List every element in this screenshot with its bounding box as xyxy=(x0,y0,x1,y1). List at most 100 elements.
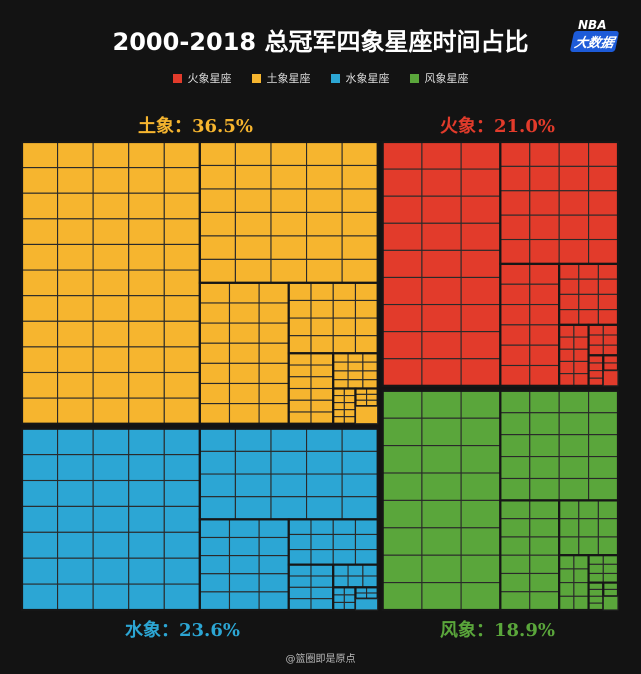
treemap-cell xyxy=(92,295,130,322)
treemap-cell xyxy=(354,317,379,337)
treemap-cell xyxy=(341,235,379,260)
treemap-cell xyxy=(347,361,364,372)
treemap-cell xyxy=(362,352,379,363)
treemap-cell xyxy=(529,324,560,346)
treemap-cell xyxy=(128,141,165,169)
treemap-cell xyxy=(382,499,423,529)
treemap-cell xyxy=(92,397,130,425)
treemap-cell xyxy=(354,335,379,354)
treemap-cell xyxy=(270,450,308,475)
treemap-cell xyxy=(529,456,560,480)
treemap-cell xyxy=(588,595,604,604)
treemap-cell xyxy=(21,505,59,533)
treemap-cell xyxy=(578,309,599,326)
treemap-cell xyxy=(228,518,260,539)
treemap-cell xyxy=(588,588,604,597)
treemap-cell xyxy=(343,594,357,603)
treemap-cell xyxy=(270,473,308,498)
treemap-cell xyxy=(347,575,364,588)
treemap-cell xyxy=(21,557,59,585)
treemap-cell xyxy=(588,238,619,265)
treemap-cell xyxy=(421,499,462,529)
treemap-cell xyxy=(332,564,349,577)
treemap-cell xyxy=(92,269,130,297)
treemap-cell xyxy=(529,263,560,285)
treemap-cell xyxy=(21,583,59,611)
treemap-cell xyxy=(421,417,462,447)
treemap-cell xyxy=(341,141,379,167)
treemap-cell xyxy=(57,269,94,297)
treemap-cell xyxy=(288,335,312,354)
treemap-cell xyxy=(460,554,501,584)
treemap-cell xyxy=(588,165,619,192)
treemap-cell xyxy=(288,586,312,600)
treemap-cell xyxy=(382,445,423,474)
treemap-cell xyxy=(421,527,462,556)
treemap-cell xyxy=(128,192,165,220)
treemap-cell xyxy=(341,496,379,520)
treemap-cell xyxy=(597,263,619,280)
treemap-cell xyxy=(529,283,560,306)
treemap-cell xyxy=(343,402,357,411)
treemap-cell xyxy=(288,282,312,302)
treemap-cell xyxy=(529,499,560,520)
treemap-cell xyxy=(92,428,130,456)
treemap-cell xyxy=(258,403,290,425)
treemap-cell xyxy=(354,533,379,551)
treemap-cell xyxy=(354,282,379,302)
treemap-cell xyxy=(573,336,590,350)
treemap-cell xyxy=(558,238,590,265)
treemap-cell xyxy=(578,518,599,538)
treemap-cell xyxy=(341,473,379,498)
treemap-cell xyxy=(310,376,334,390)
treemap-cell xyxy=(21,295,59,322)
treemap-cell xyxy=(460,390,501,419)
treemap-cell xyxy=(597,536,619,556)
treemap-cell xyxy=(499,434,531,458)
treemap-cell xyxy=(499,456,531,480)
treemap-cell xyxy=(382,390,423,419)
treemap-cell xyxy=(529,477,560,501)
treemap-cell xyxy=(499,536,531,556)
treemap-cell xyxy=(558,141,590,167)
treemap-cell xyxy=(382,168,423,197)
treemap-cell xyxy=(228,573,260,593)
treemap-cell xyxy=(347,379,364,390)
treemap-cell xyxy=(578,278,599,295)
treemap-cell xyxy=(558,554,575,570)
legend-swatch-air xyxy=(409,73,419,83)
treemap-cell xyxy=(270,188,308,213)
treemap-cell xyxy=(347,564,364,577)
treemap-cell xyxy=(310,387,334,401)
treemap-cell xyxy=(92,583,130,611)
treemap-cell xyxy=(578,536,599,556)
treemap-cell xyxy=(362,575,379,588)
treemap-cell xyxy=(270,428,308,452)
treemap-cell xyxy=(228,322,260,344)
treemap-cell xyxy=(92,479,130,507)
treemap-cell xyxy=(21,428,59,456)
logo-top-text: NBA xyxy=(578,18,607,32)
treemap-cell xyxy=(163,295,201,322)
treemap-cell xyxy=(288,299,312,319)
treemap-cell xyxy=(128,397,165,425)
treemap-cell xyxy=(382,554,423,584)
treemap-cell xyxy=(258,342,290,364)
treemap-cell xyxy=(128,346,165,374)
treemap-cell xyxy=(234,141,272,167)
treemap-cell xyxy=(332,533,357,551)
treemap-cell xyxy=(602,369,619,387)
treemap-cell xyxy=(341,450,379,475)
treemap-cell xyxy=(529,572,560,593)
treemap-cell xyxy=(588,554,604,565)
treemap-cell xyxy=(382,417,423,447)
treemap-cell xyxy=(57,141,94,169)
treemap-cell xyxy=(499,477,531,501)
treemap-cell xyxy=(382,195,423,224)
treemap-cell xyxy=(354,549,379,566)
treemap-cell xyxy=(310,549,334,566)
treemap-cell xyxy=(421,358,462,387)
treemap-cell xyxy=(163,397,201,425)
treemap-cell xyxy=(199,573,231,593)
treemap-cell xyxy=(597,278,619,295)
